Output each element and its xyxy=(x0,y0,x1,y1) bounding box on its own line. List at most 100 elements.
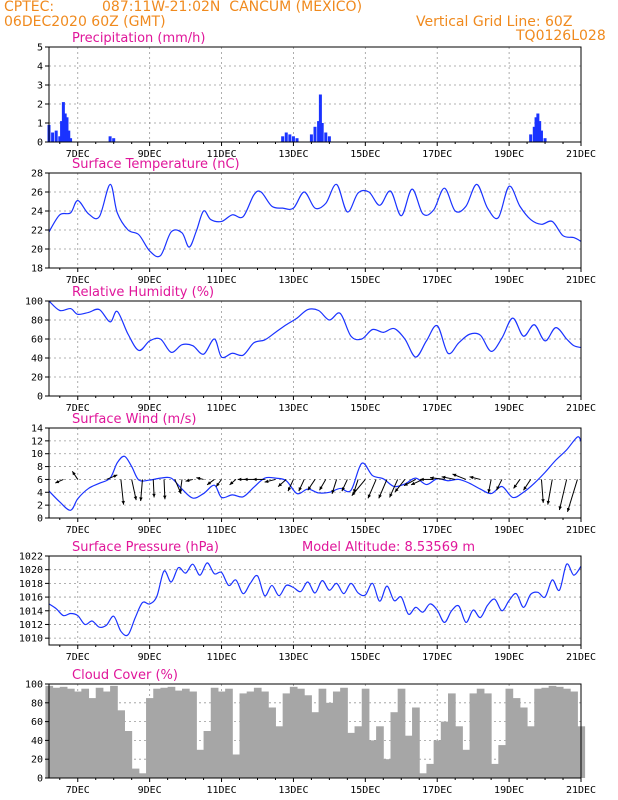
panel-rh: 0 20 40 60 80 100 7DEC 9DEC 11DEC 13DEC 15DEC 17DEC… xyxy=(25,285,596,414)
cloud-bar xyxy=(404,735,413,778)
wind-arrow-head xyxy=(55,479,60,484)
pressure-ytick-label: 1010 xyxy=(19,634,43,645)
wind-arrow-head xyxy=(319,486,323,491)
precip-bar xyxy=(309,134,313,142)
pressure-xtick-label: 21DEC xyxy=(566,652,596,663)
precip-ytick-label: 0 xyxy=(37,138,43,149)
rh-ytick-label: 60 xyxy=(31,335,43,346)
wind-xtick-label: 19DEC xyxy=(494,525,524,536)
pressure-ytick-label: 1022 xyxy=(19,552,43,563)
wind-arrow-head xyxy=(496,486,500,491)
precip-bar xyxy=(61,102,65,142)
cloud-bar xyxy=(347,732,356,778)
wind-arrow-head xyxy=(185,478,190,483)
wind-line xyxy=(48,436,582,511)
cloud-bar xyxy=(117,710,125,778)
cloud-xtick-label: 17DEC xyxy=(422,785,452,796)
precip-title: Precipitation (mm/h) xyxy=(72,31,205,46)
cloud-bar xyxy=(332,691,341,778)
wind-arrow-head xyxy=(411,481,416,485)
wind-arrow xyxy=(120,479,125,505)
wind-ytick-label: 10 xyxy=(31,449,43,460)
rh-line xyxy=(48,300,582,359)
header-model-code: TQ0126L028 xyxy=(516,28,606,44)
precip-bar xyxy=(324,132,328,142)
cloud-bar xyxy=(275,726,284,778)
precip-bar xyxy=(318,94,322,142)
cloud-bar xyxy=(512,698,521,778)
header-location: 087:11W-21:02N CANCUM (MEXICO) xyxy=(102,0,363,15)
cloud-frame xyxy=(48,683,582,779)
pressure-ytick-label: 1020 xyxy=(19,565,43,576)
wind-arrow-head xyxy=(216,482,220,487)
wind-arrow xyxy=(540,479,544,503)
rh-ytick-label: 20 xyxy=(31,373,43,384)
wind-arrow-head xyxy=(264,479,269,483)
wind-frame xyxy=(48,427,582,519)
wind-arrow-head xyxy=(394,488,399,493)
cloud-bar xyxy=(383,759,391,778)
cloud-bar xyxy=(239,693,248,778)
temp-ytick-label: 22 xyxy=(31,226,43,237)
temp-frame xyxy=(48,172,582,269)
precip-bar xyxy=(54,130,58,142)
cloud-bar xyxy=(246,691,255,778)
wind-arrow xyxy=(567,479,578,512)
wind-arrow-head xyxy=(541,499,545,503)
cloud-ytick-label: 40 xyxy=(31,736,43,747)
wind-arrow xyxy=(547,479,553,505)
cloud-bar xyxy=(225,688,233,778)
pressure-ytick-label: 1012 xyxy=(19,620,43,631)
temp-ytick-label: 24 xyxy=(31,207,43,218)
cloud-bar xyxy=(217,691,226,778)
cloud-bar xyxy=(210,687,219,778)
precip-bar xyxy=(313,126,317,142)
precip-bar xyxy=(295,138,299,142)
wind-ytick-label: 8 xyxy=(37,462,43,473)
wind-arrow-head xyxy=(420,477,424,482)
header-grid-note: Vertical Grid Line: 60Z xyxy=(416,14,573,30)
pressure-ytick-label: 1016 xyxy=(19,593,43,604)
wind-arrow-head xyxy=(113,474,118,478)
cloud-bar xyxy=(110,685,118,778)
wind-arrow-head xyxy=(237,477,242,482)
cloud-bar xyxy=(95,687,104,778)
wind-xtick-label: 15DEC xyxy=(350,525,380,536)
precip-bar xyxy=(67,130,71,142)
precip-xtick-label: 19DEC xyxy=(494,149,524,160)
rh-xtick-label: 19DEC xyxy=(494,403,524,414)
precip-frame xyxy=(48,46,582,143)
temp-xtick-label: 7DEC xyxy=(66,275,90,286)
cloud-bar xyxy=(519,707,528,778)
rh-xtick-label: 13DEC xyxy=(278,403,308,414)
cloud-bar xyxy=(131,768,140,778)
cloud-bar xyxy=(189,691,197,778)
rh-xtick-label: 15DEC xyxy=(350,403,380,414)
panel-temp: 18 20 22 24 26 28 7DEC 9DEC 11DEC 13DEC 15DEC 17DEC… xyxy=(31,157,596,286)
cloud-bar xyxy=(476,688,485,778)
wind-arrow-head xyxy=(287,487,292,492)
wind-arrow-head xyxy=(351,491,356,496)
precip-bar xyxy=(288,134,292,142)
wind-ytick-label: 14 xyxy=(31,424,43,435)
wind-arrow-head xyxy=(469,475,474,480)
cloud-bar xyxy=(253,687,262,778)
cloud-bar xyxy=(563,688,571,778)
cloud-bar xyxy=(462,749,471,778)
cloud-bar xyxy=(88,698,97,778)
rh-xtick-label: 9DEC xyxy=(138,403,162,414)
precip-bar xyxy=(108,136,112,142)
wind-arrow-head xyxy=(441,475,446,480)
precip-bar xyxy=(538,121,542,142)
precip-bar xyxy=(291,136,295,142)
wind-arrow-head xyxy=(298,487,302,492)
cloud-bar xyxy=(455,726,463,778)
cloud-bar xyxy=(81,688,90,778)
wind-ytick-label: 2 xyxy=(37,501,43,512)
temp-line xyxy=(48,183,582,258)
wind-arrow-head xyxy=(229,481,234,485)
wind-xtick-label: 17DEC xyxy=(422,525,452,536)
wind-arrow-head xyxy=(139,497,143,502)
cloud-title: Cloud Cover (%) xyxy=(72,668,178,683)
